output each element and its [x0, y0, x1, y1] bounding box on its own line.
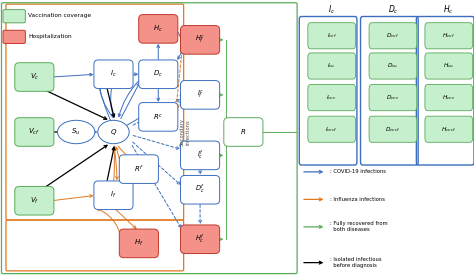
- Text: $H^f_c$: $H^f_c$: [195, 233, 205, 246]
- Text: $I^f_c$: $I^f_c$: [197, 149, 203, 162]
- Text: $R^c$: $R^c$: [153, 112, 163, 122]
- Text: $I_{cu}$: $I_{cu}$: [328, 62, 336, 70]
- Text: Hospitalization: Hospitalization: [28, 34, 72, 39]
- FancyBboxPatch shape: [308, 53, 356, 79]
- Text: $Q$: $Q$: [110, 127, 117, 137]
- Text: : Fully recovered from
  both diseases: : Fully recovered from both diseases: [330, 221, 388, 232]
- FancyBboxPatch shape: [15, 186, 54, 215]
- Text: : Isolated infectious
  before diagnosis: : Isolated infectious before diagnosis: [330, 257, 382, 268]
- Ellipse shape: [98, 120, 129, 144]
- Ellipse shape: [57, 120, 95, 144]
- FancyBboxPatch shape: [369, 116, 417, 142]
- FancyBboxPatch shape: [139, 60, 178, 89]
- Text: $I_{cvcf}$: $I_{cvcf}$: [325, 125, 338, 134]
- FancyBboxPatch shape: [224, 118, 263, 146]
- FancyBboxPatch shape: [139, 103, 178, 131]
- Text: $I_c$: $I_c$: [110, 69, 117, 79]
- FancyBboxPatch shape: [425, 85, 473, 111]
- Text: $D_{cvc}$: $D_{cvc}$: [386, 93, 400, 102]
- Text: $D_{cvf}$: $D_{cvf}$: [386, 31, 400, 40]
- Text: $D_c$: $D_c$: [153, 69, 163, 79]
- Text: $D_c$: $D_c$: [388, 3, 398, 16]
- Text: $I_f$: $I_f$: [110, 190, 117, 200]
- Text: Vaccination coverage: Vaccination coverage: [28, 13, 91, 18]
- Text: : COVID-19 infections: : COVID-19 infections: [330, 169, 386, 174]
- FancyBboxPatch shape: [139, 15, 178, 43]
- FancyBboxPatch shape: [181, 141, 219, 170]
- Text: $H_c$: $H_c$: [153, 24, 163, 34]
- FancyBboxPatch shape: [369, 53, 417, 79]
- Text: $D_{cu}$: $D_{cu}$: [387, 62, 399, 70]
- Text: $D_{cvcf}$: $D_{cvcf}$: [385, 125, 401, 134]
- FancyBboxPatch shape: [181, 225, 219, 254]
- Text: $V_{cf}$: $V_{cf}$: [28, 127, 40, 137]
- FancyBboxPatch shape: [15, 63, 54, 91]
- Text: $H^c_f$: $H^c_f$: [195, 34, 205, 46]
- FancyBboxPatch shape: [369, 23, 417, 49]
- FancyBboxPatch shape: [3, 10, 26, 23]
- FancyBboxPatch shape: [119, 229, 158, 258]
- FancyBboxPatch shape: [425, 53, 473, 79]
- Text: $I_{cvc}$: $I_{cvc}$: [327, 93, 337, 102]
- FancyBboxPatch shape: [181, 175, 219, 204]
- FancyBboxPatch shape: [94, 181, 133, 210]
- FancyBboxPatch shape: [425, 23, 473, 49]
- FancyBboxPatch shape: [119, 155, 158, 183]
- Text: $H_{cvcf}$: $H_{cvcf}$: [441, 125, 456, 134]
- Text: $I^c_f$: $I^c_f$: [197, 89, 203, 101]
- FancyBboxPatch shape: [308, 85, 356, 111]
- Text: Secondary
infections: Secondary infections: [180, 118, 191, 146]
- Text: : Influenza infections: : Influenza infections: [330, 197, 385, 202]
- Text: $I_c$: $I_c$: [328, 3, 335, 16]
- FancyBboxPatch shape: [181, 81, 219, 109]
- FancyBboxPatch shape: [308, 116, 356, 142]
- Text: $R$: $R$: [240, 128, 246, 136]
- Text: $H_{cvc}$: $H_{cvc}$: [442, 93, 456, 102]
- FancyBboxPatch shape: [308, 23, 356, 49]
- FancyBboxPatch shape: [425, 116, 473, 142]
- Text: $I_{cvf}$: $I_{cvf}$: [327, 31, 337, 40]
- Text: $H_c$: $H_c$: [444, 3, 454, 16]
- Text: $S_u$: $S_u$: [72, 127, 81, 137]
- Text: $D^f_c$: $D^f_c$: [195, 183, 205, 196]
- Text: $H_{cu}$: $H_{cu}$: [443, 62, 455, 70]
- Text: $V_c$: $V_c$: [30, 72, 39, 82]
- FancyBboxPatch shape: [94, 60, 133, 89]
- Text: $R^f$: $R^f$: [134, 163, 144, 175]
- FancyBboxPatch shape: [369, 85, 417, 111]
- Text: $V_f$: $V_f$: [30, 196, 39, 206]
- FancyBboxPatch shape: [181, 26, 219, 54]
- FancyBboxPatch shape: [3, 30, 26, 43]
- Text: $H_f$: $H_f$: [134, 238, 144, 249]
- Text: $H_{cvf}$: $H_{cvf}$: [442, 31, 456, 40]
- FancyBboxPatch shape: [15, 118, 54, 146]
